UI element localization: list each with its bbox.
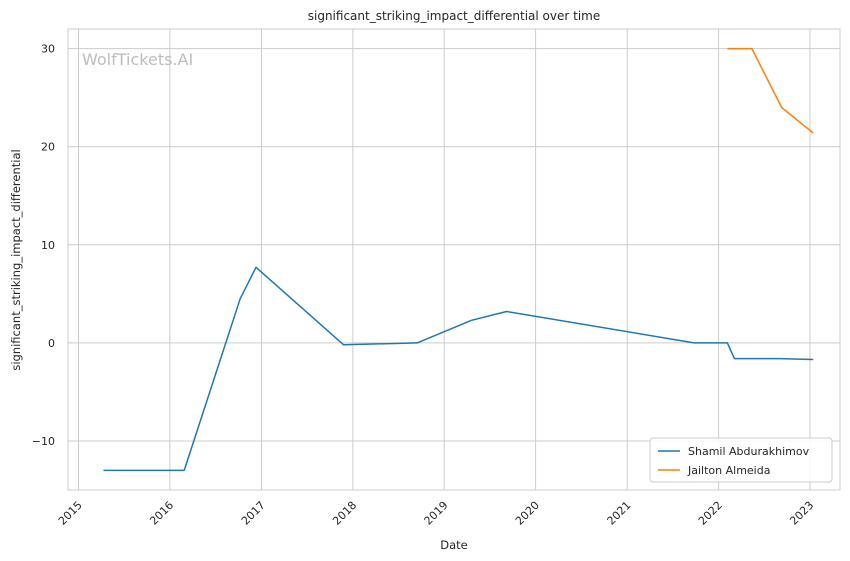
y-tick-label: 0 xyxy=(48,337,55,350)
x-axis-label: Date xyxy=(440,538,468,552)
y-tick-label: −10 xyxy=(32,435,55,448)
series-layer xyxy=(103,47,814,472)
x-tick-label: 2019 xyxy=(422,499,451,528)
series-line-2 xyxy=(727,47,814,134)
y-axis-label: significant_striking_impact_differential xyxy=(9,149,23,370)
x-tick-label: 2017 xyxy=(239,499,268,528)
y-tick-label: 10 xyxy=(41,239,55,252)
y-tick-label: 20 xyxy=(41,141,55,154)
plot-area xyxy=(67,28,841,491)
series-line-1 xyxy=(103,266,814,472)
x-tick-label: 2021 xyxy=(605,499,634,528)
x-tick-label: 2015 xyxy=(56,499,85,528)
legend-box xyxy=(649,437,833,483)
legend: Shamil Abdurakhimov Jailton Almeida xyxy=(649,437,833,483)
chart-title: significant_striking_impact_differential… xyxy=(308,9,600,23)
x-tick-label: 2022 xyxy=(696,499,725,528)
x-tick-label: 2016 xyxy=(147,499,176,528)
x-axis-ticks: 2015 2016 2017 2018 2019 2020 2021 2022 2023 xyxy=(56,499,816,528)
x-tick-label: 2020 xyxy=(513,499,542,528)
watermark: WolfTickets.AI xyxy=(82,50,193,69)
y-axis-ticks: −10 0 10 20 30 xyxy=(32,43,55,448)
legend-entry: Shamil Abdurakhimov xyxy=(688,445,810,458)
x-tick-label: 2023 xyxy=(787,499,816,528)
x-tick-label: 2018 xyxy=(330,499,359,528)
legend-entry: Jailton Almeida xyxy=(687,464,770,477)
y-tick-label: 30 xyxy=(41,43,55,56)
